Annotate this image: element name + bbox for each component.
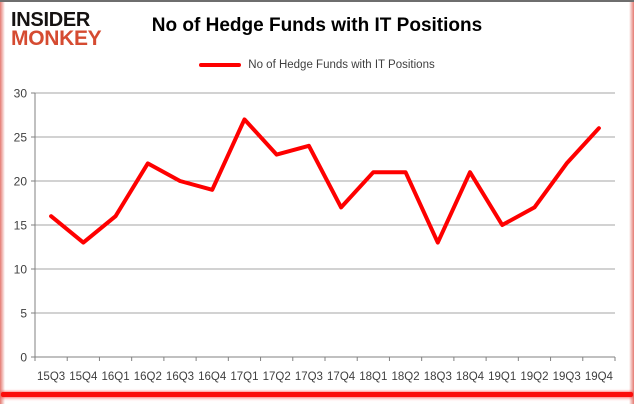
y-tick-label: 5 [20, 307, 27, 321]
y-tick-label: 30 [14, 87, 28, 101]
series-line [49, 117, 601, 245]
x-tick-label: 19Q3 [553, 371, 581, 383]
x-tick-label: 16Q1 [101, 371, 129, 383]
x-tick-label: 17Q4 [327, 371, 356, 383]
insider-monkey-logo: INSIDER MONKEY [11, 9, 102, 51]
x-tick-label: 19Q4 [585, 371, 614, 383]
x-tick-label: 15Q3 [37, 371, 65, 383]
x-tick-label: 15Q4 [69, 371, 98, 383]
legend: No of Hedge Funds with IT Positions [0, 59, 634, 71]
line-chart: 0 5 10 15 20 25 30 15Q3 15Q4 16Q1 16Q2 16Q3 16Q4 17Q1… [14, 87, 616, 383]
y-tick-label: 25 [14, 131, 28, 145]
x-tick-label: 17Q2 [263, 371, 291, 383]
x-tick-label: 18Q4 [456, 371, 485, 383]
bottom-red-bar [1, 392, 633, 397]
x-tick-label: 16Q3 [166, 371, 194, 383]
x-tick-label: 16Q2 [134, 371, 162, 383]
x-tick-label: 19Q2 [520, 371, 548, 383]
chart-title: No of Hedge Funds with IT Positions [151, 15, 483, 36]
y-tick-label: 15 [14, 219, 28, 233]
y-tick-label: 20 [14, 175, 28, 189]
x-tick-label: 17Q1 [230, 371, 258, 383]
y-tick-label: 0 [20, 351, 27, 365]
legend-label: No of Hedge Funds with IT Positions [248, 59, 435, 71]
x-tick-label: 18Q3 [424, 371, 452, 383]
logo-monkey-text: MONKEY [11, 27, 102, 51]
x-tick-label: 19Q1 [488, 371, 516, 383]
x-tick-label: 18Q2 [391, 371, 419, 383]
logo-insider-text: INSIDER [11, 9, 91, 31]
y-tick-label: 10 [14, 263, 28, 277]
x-tick-label: 17Q3 [295, 371, 323, 383]
legend-line-swatch [199, 63, 242, 67]
x-tick-label: 16Q4 [198, 371, 227, 383]
x-tick-label: 18Q1 [359, 371, 387, 383]
